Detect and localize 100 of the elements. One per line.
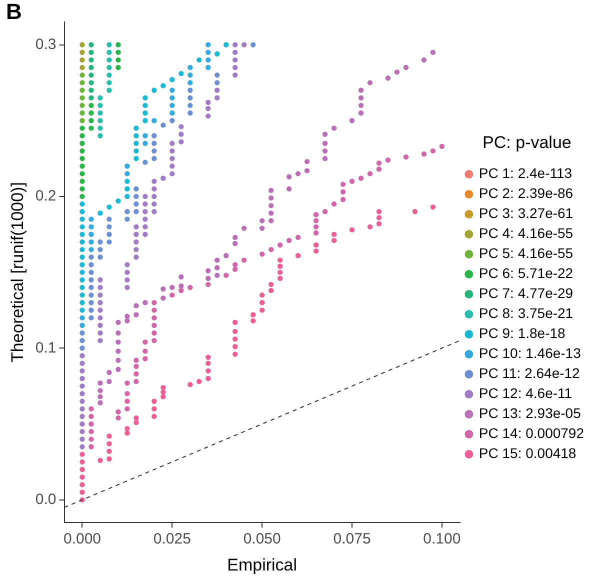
point xyxy=(80,346,85,351)
point xyxy=(152,140,157,146)
point xyxy=(116,348,121,354)
point xyxy=(134,378,139,384)
point xyxy=(358,102,364,108)
point xyxy=(142,140,148,146)
point xyxy=(80,80,85,86)
point xyxy=(116,198,121,204)
point xyxy=(80,308,85,313)
point xyxy=(142,110,148,116)
point xyxy=(80,216,85,222)
point xyxy=(88,421,94,427)
point xyxy=(116,366,121,372)
point xyxy=(268,282,274,288)
point xyxy=(124,194,130,200)
point xyxy=(124,426,130,432)
point xyxy=(322,148,328,154)
point xyxy=(214,72,220,78)
point xyxy=(98,102,103,108)
point xyxy=(80,140,85,146)
point xyxy=(430,204,436,210)
x-axis-title: Empirical xyxy=(227,555,298,574)
point xyxy=(206,368,211,374)
point xyxy=(116,50,121,55)
point xyxy=(80,64,85,70)
point xyxy=(98,394,103,400)
legend-label: PC 4: 4.16e-55 xyxy=(478,225,574,242)
point xyxy=(268,188,274,193)
point xyxy=(106,57,112,63)
point xyxy=(88,64,94,70)
point xyxy=(259,251,265,257)
y-axis-title: Theoretical [runif(1000)] xyxy=(8,182,27,363)
point xyxy=(80,102,85,108)
point xyxy=(259,308,265,313)
point xyxy=(152,398,157,404)
point xyxy=(106,434,112,439)
point xyxy=(206,354,211,360)
point xyxy=(295,171,301,176)
point xyxy=(322,140,328,146)
point xyxy=(349,178,355,184)
point xyxy=(124,171,130,176)
x-tick-label: 0.000 xyxy=(63,530,102,548)
point xyxy=(170,95,175,100)
point xyxy=(88,118,94,124)
point xyxy=(170,284,175,290)
point xyxy=(124,209,130,214)
point xyxy=(160,394,166,400)
point xyxy=(88,284,94,290)
point xyxy=(88,216,94,222)
point xyxy=(124,164,130,169)
point xyxy=(98,254,103,260)
point xyxy=(224,253,229,258)
point xyxy=(242,258,247,263)
point xyxy=(340,182,346,187)
point xyxy=(80,459,85,465)
point xyxy=(232,320,238,325)
point xyxy=(322,209,328,214)
point xyxy=(88,428,94,434)
point xyxy=(304,158,310,164)
point xyxy=(88,406,94,412)
point xyxy=(259,292,265,298)
legend-label: PC 2: 2.39e-86 xyxy=(478,185,574,202)
point xyxy=(80,178,85,184)
point xyxy=(232,234,238,240)
point xyxy=(80,126,85,131)
point xyxy=(340,189,346,194)
point xyxy=(403,154,409,160)
point xyxy=(313,242,319,248)
point xyxy=(206,376,211,382)
point xyxy=(421,151,427,157)
point xyxy=(331,126,337,131)
point xyxy=(430,50,436,55)
point xyxy=(80,186,85,192)
point xyxy=(214,272,220,278)
point xyxy=(98,400,103,406)
point xyxy=(214,258,220,263)
point xyxy=(80,156,85,162)
point xyxy=(124,398,130,404)
point xyxy=(268,288,274,294)
point xyxy=(134,209,139,214)
point xyxy=(376,166,382,172)
legend-label: PC 12: 4.6e-11 xyxy=(478,385,572,402)
point xyxy=(224,272,229,278)
point xyxy=(188,284,193,290)
point xyxy=(116,320,121,325)
point xyxy=(124,430,130,436)
point xyxy=(313,218,319,224)
point xyxy=(134,303,139,308)
point xyxy=(106,50,112,55)
point xyxy=(98,126,103,131)
point xyxy=(160,83,166,88)
point xyxy=(124,391,130,396)
point xyxy=(376,221,382,226)
point xyxy=(88,232,94,237)
point xyxy=(214,265,220,270)
text: B xyxy=(6,0,22,24)
point xyxy=(152,315,157,320)
point xyxy=(206,42,211,48)
point xyxy=(80,292,85,298)
point xyxy=(214,51,220,56)
